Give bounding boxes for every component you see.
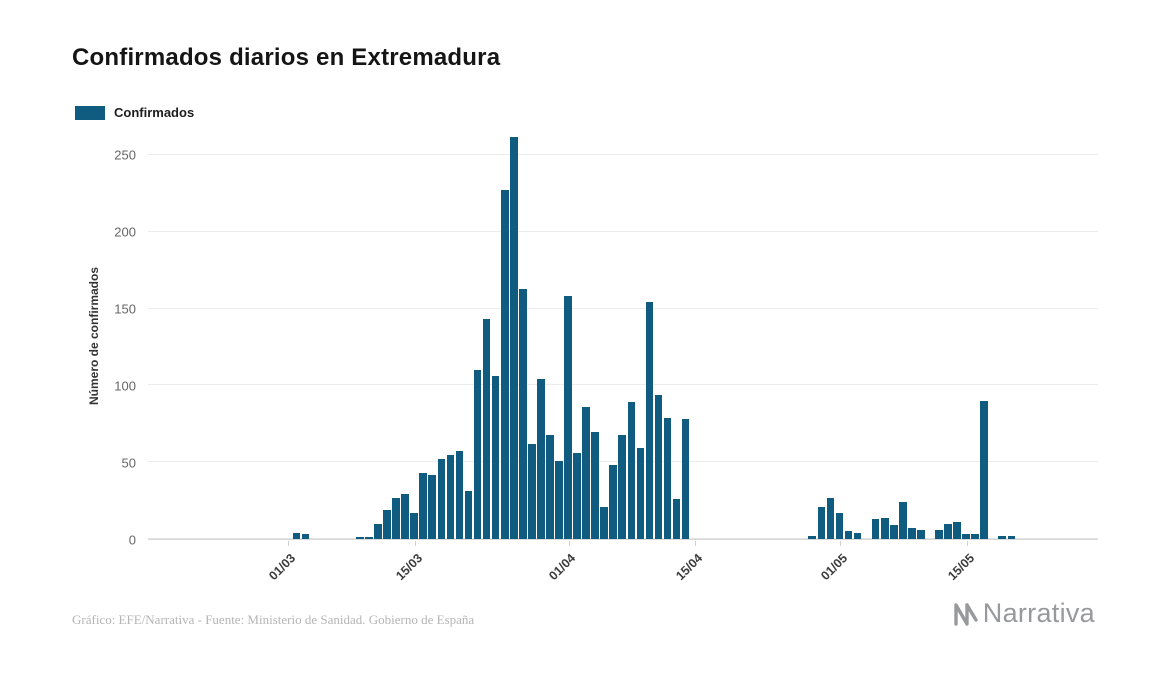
x-tick-label-15/05: 15/05 [944,551,977,584]
bar-07/04 [618,434,627,539]
bar-15/03 [410,512,419,539]
bar-04/04 [591,431,600,539]
bar-19/05 [998,535,1007,539]
x-tickmark [840,541,842,546]
bar-10/03 [365,537,373,539]
bar-02/03 [292,532,301,539]
plot-area [148,132,1098,540]
bar-17/03 [428,474,437,539]
y-tick-label-200: 200 [114,224,136,240]
x-tick-label-15/04: 15/04 [673,551,706,584]
narrativa-n-icon [954,602,978,626]
bar-21/03 [464,491,473,539]
bar-08/05 [898,502,907,539]
x-axis-tick-labels: 01/03 15/03 01/04 15/04 01/05 15/05 [148,541,1098,611]
bar-15/05 [962,534,970,539]
bar-03/04 [582,406,590,539]
x-tick-label-01/03: 01/03 [266,551,299,584]
y-tick-label-150: 150 [114,301,136,317]
x-tickmark [288,541,290,546]
x-tick-label-01/04: 01/04 [546,551,579,584]
bar-16/05 [971,534,980,539]
bar-11/03 [374,523,382,539]
bar-03/05 [853,532,862,539]
y-tick-label-100: 100 [114,378,136,394]
bar-27/03 [518,288,527,539]
x-tick-label-15/03: 15/03 [392,551,425,584]
bar-11/04 [654,394,663,539]
bar-09/04 [636,448,645,539]
x-tick-label-01/05: 01/05 [818,551,851,584]
legend-swatch [75,105,105,120]
x-tickmark [695,541,697,546]
bar-28/03 [528,443,536,539]
bar-23/03 [482,319,491,539]
bar-24/03 [491,376,500,539]
bar-26/03 [509,136,518,539]
bar-14/03 [401,494,410,539]
bar-17/05 [980,400,989,539]
y-tick-label-250: 250 [114,147,136,163]
narrativa-logo: Narrativa [950,598,1095,629]
bar-18/03 [437,459,446,539]
bar-14/05 [953,522,961,539]
bar-13/05 [944,523,952,539]
bar-13/03 [392,497,400,539]
bar-01/04 [564,296,572,539]
bar-03/03 [301,534,310,539]
bar-05/05 [871,519,880,539]
bar-20/05 [1007,535,1016,539]
bar-19/03 [446,454,455,539]
chart-title: Confirmados diarios en Extremadura [72,44,501,71]
bar-13/04 [672,499,681,539]
bar-06/05 [880,517,889,539]
y-tick-label-50: 50 [121,455,136,471]
bar-02/05 [844,531,853,539]
bar-08/04 [627,402,636,539]
bar-10/04 [645,302,654,539]
bar-09/03 [356,537,364,539]
legend: Confirmados [75,105,194,120]
gridline-y-200 [148,230,1098,232]
x-tickmark [414,541,416,546]
bar-31/03 [555,460,563,539]
bar-06/04 [609,465,618,539]
bar-10/05 [917,529,925,539]
bar-22/03 [473,370,482,539]
bar-01/05 [835,512,844,539]
y-axis-tick-labels: 0 50 100 150 200 250 [0,132,136,548]
x-tickmark [568,541,570,546]
narrativa-wordmark: Narrativa [982,598,1095,628]
bar-02/04 [573,453,581,539]
bar-20/03 [455,451,464,539]
bar-25/03 [500,190,509,539]
bar-12/04 [663,417,672,539]
bar-12/03 [383,509,391,539]
bar-30/04 [826,497,835,539]
bar-29/04 [817,506,826,539]
bar-12/05 [935,529,943,539]
gridline-y-250 [148,154,1098,156]
source-credit: Gráfico: EFE/Narrativa - Fuente: Ministe… [72,612,475,627]
bar-28/04 [808,535,817,539]
x-tickmark [966,541,968,546]
gridline-y-150 [148,307,1098,309]
legend-label: Confirmados [114,105,195,120]
bar-29/03 [537,379,545,539]
bar-07/05 [889,525,898,539]
gridline-y-100 [148,384,1098,386]
bar-30/03 [546,434,554,539]
bar-09/05 [908,528,916,539]
y-tick-label-0: 0 [128,532,136,548]
bar-05/04 [600,506,609,539]
bar-16/03 [419,472,428,539]
bar-14/04 [681,419,690,539]
